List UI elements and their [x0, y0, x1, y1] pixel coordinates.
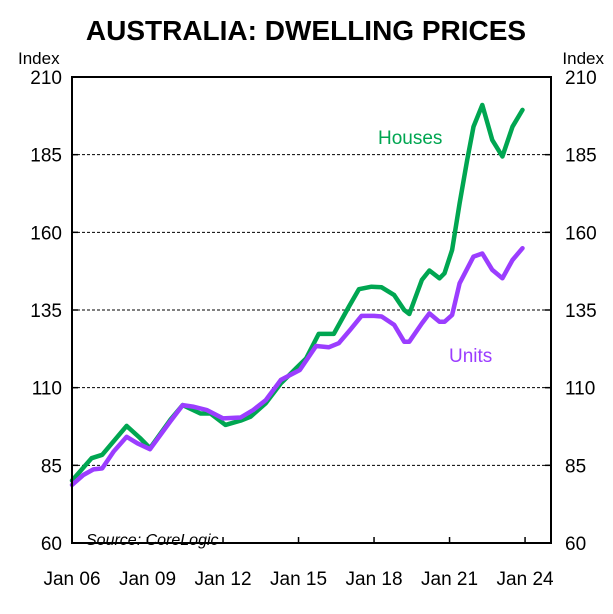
y-tick-label-left: 60	[41, 534, 62, 555]
y-tick-label-right: 160	[565, 223, 597, 244]
series-line-units	[69, 245, 525, 488]
y-axis-label-right: Index	[562, 49, 604, 68]
legend-label-units: Units	[449, 346, 492, 367]
y-tick-label-right: 85	[565, 456, 586, 477]
x-tick-label: Jan 21	[421, 569, 478, 590]
y-tick-label-left: 210	[30, 68, 62, 89]
y-tick-label-right: 60	[565, 534, 586, 555]
x-tick-label: Jan 09	[119, 569, 176, 590]
y-tick-label-left: 185	[30, 146, 62, 167]
y-tick-label-right: 135	[565, 301, 597, 322]
x-tick-label: Jan 24	[497, 569, 554, 590]
source-annotation: Source: CoreLogic	[86, 532, 219, 549]
y-tick-label-left: 110	[32, 379, 62, 400]
y-tick-label-right: 185	[565, 146, 597, 167]
plot-frame	[71, 76, 552, 544]
y-tick-label-left: 85	[41, 456, 62, 477]
x-tick-label: Jan 12	[194, 569, 251, 590]
x-tick-label: Jan 15	[270, 569, 327, 590]
y-tick-label-right: 210	[565, 68, 597, 89]
y-tick-label-left: 135	[30, 301, 62, 322]
chart-title: AUSTRALIA: DWELLING PRICES	[86, 15, 526, 46]
y-axis-label-left: Index	[18, 49, 60, 68]
series-line-houses	[69, 102, 525, 483]
y-tick-label-right: 110	[565, 379, 595, 400]
y-tick-label-left: 160	[30, 223, 62, 244]
x-tick-label: Jan 06	[43, 569, 100, 590]
legend-label-houses: Houses	[378, 128, 442, 149]
x-tick-label: Jan 18	[346, 569, 403, 590]
